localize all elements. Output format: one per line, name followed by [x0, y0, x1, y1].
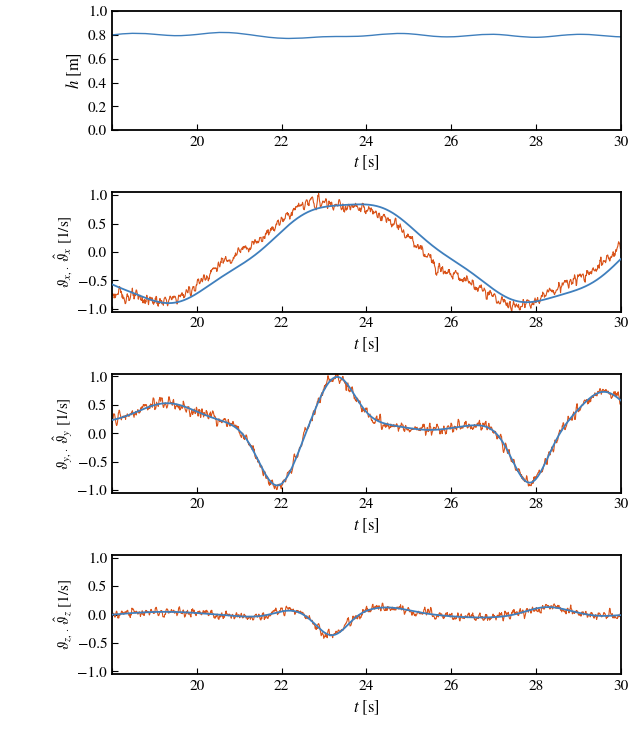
- Y-axis label: $h$ [m]: $h$ [m]: [64, 52, 84, 89]
- X-axis label: $t$ [s]: $t$ [s]: [353, 698, 380, 717]
- X-axis label: $t$ [s]: $t$ [s]: [353, 517, 380, 535]
- Y-axis label: $\vartheta_{x,\cdot}\,\hat{\vartheta}_x$ [1/s]: $\vartheta_{x,\cdot}\,\hat{\vartheta}_x$…: [52, 216, 75, 288]
- Y-axis label: $\vartheta_{z,\cdot}\,\hat{\vartheta}_z$ [1/s]: $\vartheta_{z,\cdot}\,\hat{\vartheta}_z$…: [52, 579, 75, 650]
- X-axis label: $t$ [s]: $t$ [s]: [353, 335, 380, 354]
- Y-axis label: $\vartheta_{y,\cdot}\,\hat{\vartheta}_y$ [1/s]: $\vartheta_{y,\cdot}\,\hat{\vartheta}_y$…: [51, 397, 75, 469]
- X-axis label: $t$ [s]: $t$ [s]: [353, 154, 380, 173]
